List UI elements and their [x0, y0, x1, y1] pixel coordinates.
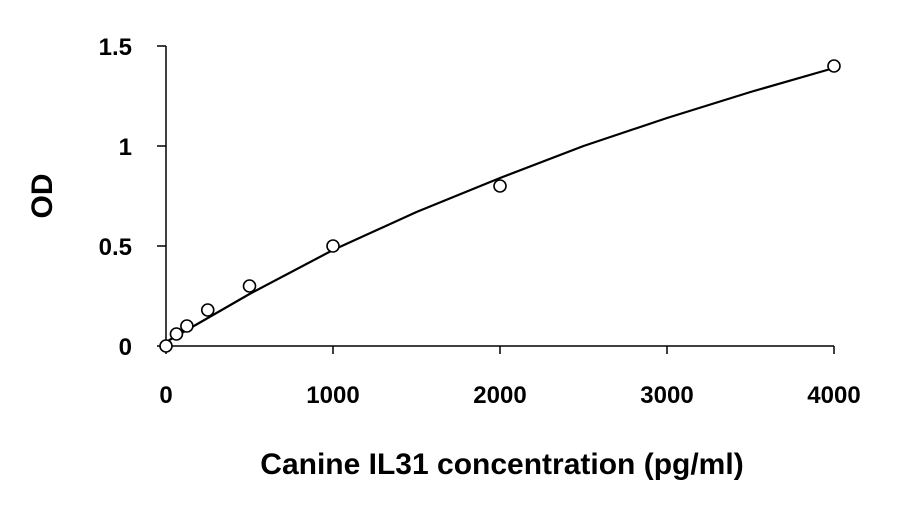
- x-tick-label: 4000: [807, 382, 860, 409]
- y-tick-label: 1: [119, 134, 132, 161]
- fit-curve-line: [165, 66, 835, 343]
- data-point: [242, 279, 257, 293]
- y-tick-label: 0: [119, 334, 132, 361]
- y-tick-label: 1.5: [99, 34, 132, 61]
- data-point: [493, 179, 507, 193]
- data-point: [827, 59, 841, 73]
- x-tick-label: 2000: [473, 382, 526, 409]
- plot-area: 0 0.5 1 1.5 0 1000 2000 3000 4000: [99, 34, 861, 409]
- x-axis-title: Canine IL31 concentration (pg/ml): [260, 448, 743, 481]
- data-point: [326, 239, 340, 253]
- y-tick-label: 0.5: [99, 234, 132, 261]
- data-point: [169, 327, 184, 341]
- x-tick-label: 1000: [306, 382, 359, 409]
- data-point: [180, 319, 194, 333]
- x-tick-label: 0: [159, 382, 172, 409]
- data-point: [159, 339, 173, 353]
- x-tick-label: 3000: [640, 382, 693, 409]
- y-axis-title: OD: [26, 174, 59, 219]
- data-point: [200, 303, 215, 317]
